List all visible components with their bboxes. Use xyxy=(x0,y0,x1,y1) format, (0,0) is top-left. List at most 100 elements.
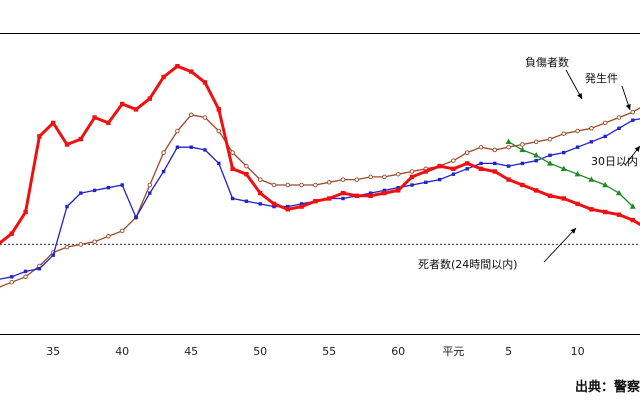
data-point xyxy=(272,204,276,209)
data-point xyxy=(120,183,124,187)
data-point xyxy=(64,142,70,147)
data-point xyxy=(354,177,360,182)
data-point xyxy=(175,128,180,134)
data-point xyxy=(299,182,304,188)
data-point xyxy=(562,150,566,155)
data-point xyxy=(616,115,622,120)
data-point xyxy=(575,128,580,134)
data-point xyxy=(161,74,166,80)
data-point xyxy=(37,267,42,271)
data-point xyxy=(451,172,456,176)
data-point xyxy=(217,161,221,166)
data-point xyxy=(78,136,83,142)
annotation-label: 死者数(24時間以内) xyxy=(418,257,518,271)
data-point xyxy=(368,191,373,195)
data-point xyxy=(326,180,332,185)
data-point xyxy=(602,120,608,126)
source-note: 出典：警察 xyxy=(574,380,640,395)
data-point xyxy=(451,166,456,171)
data-point xyxy=(533,152,540,158)
data-point xyxy=(120,101,125,107)
data-point xyxy=(161,150,166,155)
data-point xyxy=(244,172,249,177)
data-point xyxy=(396,188,401,193)
data-point xyxy=(299,202,304,206)
annotation-arrow xyxy=(543,227,577,263)
series-group xyxy=(505,138,636,209)
data-point xyxy=(134,215,138,220)
data-point xyxy=(9,231,14,236)
data-point xyxy=(299,204,304,209)
x-tick-label: 55 xyxy=(322,345,336,358)
x-ticks: 354045505560平元5101 xyxy=(46,345,584,358)
data-point xyxy=(216,107,221,112)
data-point xyxy=(354,193,359,198)
data-point xyxy=(493,161,497,166)
data-point xyxy=(65,204,69,209)
data-point xyxy=(409,174,415,180)
data-point xyxy=(479,161,483,166)
data-point xyxy=(106,186,111,190)
x-tick-label: 5 xyxy=(505,345,512,358)
data-point xyxy=(202,80,208,85)
data-point xyxy=(78,242,84,247)
data-point xyxy=(382,190,387,196)
data-point xyxy=(560,165,567,171)
data-point xyxy=(588,176,595,182)
annotation-label: 30日以内 xyxy=(591,154,638,168)
data-point xyxy=(630,217,635,223)
data-point xyxy=(216,128,222,134)
data-point xyxy=(534,188,539,193)
data-point xyxy=(286,204,290,209)
data-point xyxy=(313,182,318,188)
data-point xyxy=(396,186,400,190)
x-tick-label: 35 xyxy=(46,345,60,358)
data-point xyxy=(23,269,28,274)
data-point xyxy=(630,109,636,115)
data-point xyxy=(257,177,263,182)
annotation-arrow xyxy=(565,69,583,100)
annotation-arrowhead xyxy=(570,228,576,234)
data-point xyxy=(547,136,553,142)
data-point xyxy=(561,131,567,136)
data-point xyxy=(106,234,111,239)
data-point xyxy=(574,171,581,177)
data-point xyxy=(631,118,635,122)
series-line xyxy=(0,107,640,288)
data-point xyxy=(492,169,497,174)
data-point xyxy=(148,191,152,195)
data-point xyxy=(589,207,594,212)
data-point xyxy=(64,244,70,250)
data-point xyxy=(368,174,373,180)
data-point xyxy=(520,161,525,166)
annotation-arrowhead xyxy=(577,93,582,99)
data-point xyxy=(244,199,249,203)
data-point xyxy=(465,167,469,171)
data-point xyxy=(561,196,566,201)
data-point xyxy=(175,145,180,149)
data-point xyxy=(175,64,180,69)
data-point xyxy=(533,139,539,145)
annotation-arrowhead xyxy=(625,104,631,110)
series-line xyxy=(0,64,640,245)
series-group xyxy=(0,64,640,247)
x-tick-label: 40 xyxy=(115,345,129,358)
data-point xyxy=(506,144,511,150)
data-point xyxy=(575,201,580,207)
data-point xyxy=(271,201,277,207)
data-point xyxy=(519,146,526,153)
data-point xyxy=(602,181,609,188)
data-point xyxy=(147,96,152,101)
data-point xyxy=(340,190,346,196)
data-point xyxy=(547,160,553,166)
x-tick-label: 45 xyxy=(184,345,198,358)
data-point xyxy=(520,182,525,188)
series-line xyxy=(0,118,640,280)
data-point xyxy=(202,115,208,120)
data-point xyxy=(92,188,97,193)
x-tick-label: 60 xyxy=(391,345,405,358)
data-point xyxy=(79,191,83,195)
data-point xyxy=(340,177,346,182)
